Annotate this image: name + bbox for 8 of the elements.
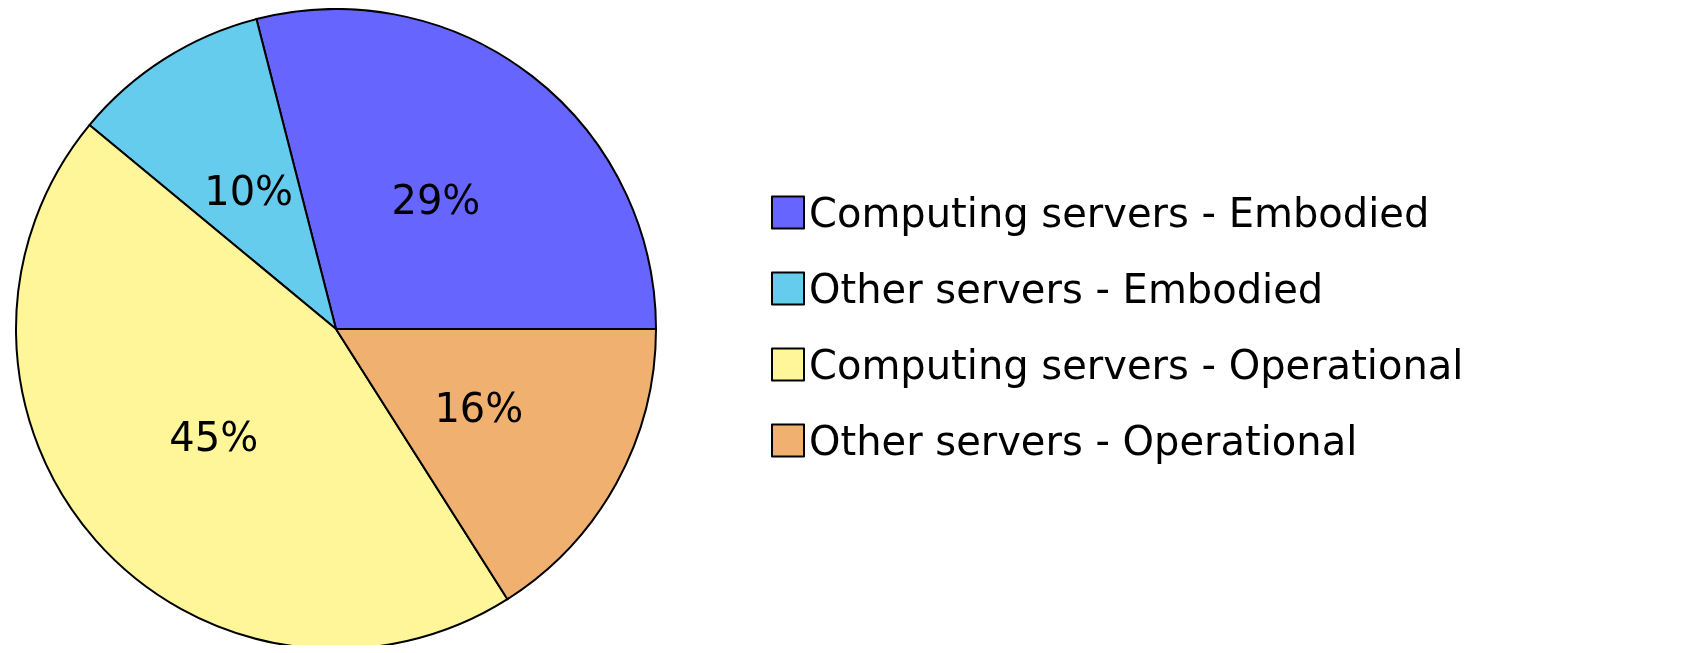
data-label: 16%: [434, 384, 524, 431]
legend-label: Computing servers - Embodied: [809, 189, 1430, 236]
legend-label: Other servers - Operational: [809, 417, 1358, 464]
data-label: 45%: [169, 413, 259, 460]
data-label: 10%: [204, 168, 294, 215]
data-label: 29%: [391, 177, 481, 224]
legend-label: Other servers - Embodied: [809, 265, 1324, 312]
legend-label: Computing servers - Operational: [809, 341, 1464, 388]
